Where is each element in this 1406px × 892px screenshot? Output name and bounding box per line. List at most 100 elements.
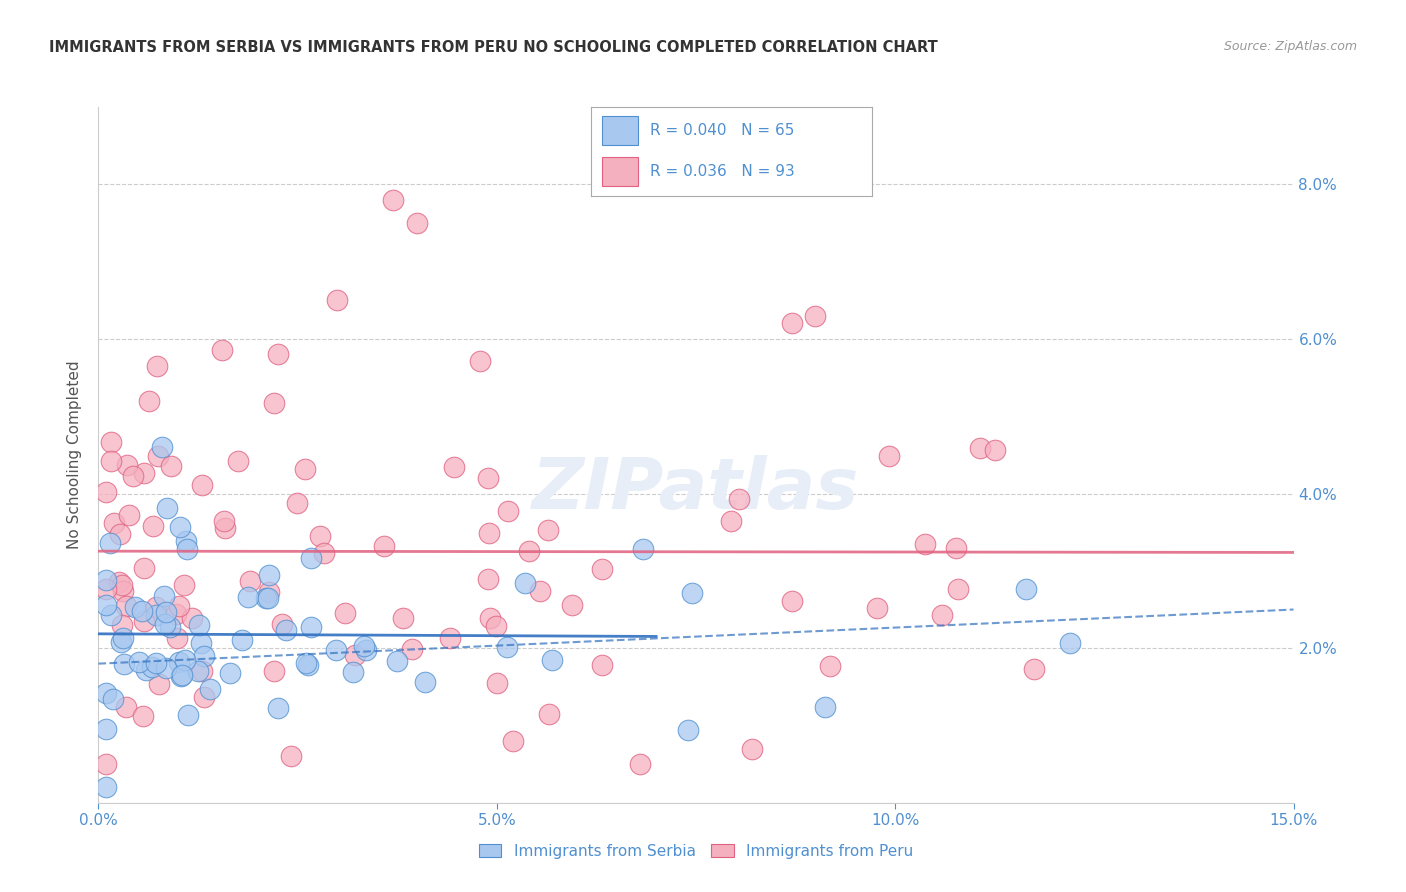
Point: [155, 661, 177, 675]
Point: [276, 623, 298, 637]
Point: [187, 664, 209, 678]
Point: [167, 599, 190, 613]
Point: [108, 526, 131, 541]
Point: [190, 477, 212, 491]
Point: [1022, 662, 1045, 676]
Point: [741, 741, 763, 756]
Point: [866, 601, 889, 615]
Point: [160, 459, 183, 474]
Point: [167, 656, 190, 670]
Point: [540, 653, 562, 667]
Point: [110, 635, 132, 649]
Point: [267, 347, 290, 361]
Point: [373, 539, 395, 553]
Point: [150, 440, 173, 454]
Point: [814, 700, 837, 714]
Point: [478, 526, 501, 541]
Point: [155, 500, 177, 515]
Point: [633, 542, 655, 557]
Point: [112, 657, 135, 671]
Point: [877, 449, 900, 463]
Point: [96, 685, 118, 699]
Point: [96, 573, 118, 587]
Point: [728, 491, 751, 506]
Point: [818, 658, 841, 673]
Text: R = 0.040   N = 65: R = 0.040 N = 65: [650, 123, 794, 137]
Point: [946, 582, 969, 596]
Point: [401, 641, 423, 656]
Point: [382, 193, 405, 207]
Point: [142, 519, 165, 533]
Point: [128, 655, 150, 669]
Point: [177, 708, 200, 723]
Point: [145, 607, 167, 622]
Text: Source: ZipAtlas.com: Source: ZipAtlas.com: [1223, 40, 1357, 54]
Point: [477, 471, 499, 485]
Point: [537, 523, 560, 537]
Point: [592, 657, 614, 672]
Point: [502, 734, 524, 748]
Point: [391, 611, 413, 625]
Point: [96, 484, 118, 499]
Point: [496, 640, 519, 654]
Point: [115, 458, 138, 472]
Point: [228, 454, 250, 468]
Bar: [602, 157, 638, 186]
Point: [188, 617, 211, 632]
Point: [138, 393, 160, 408]
Point: [108, 575, 131, 590]
Point: [173, 578, 195, 592]
Point: [190, 636, 212, 650]
Point: [211, 343, 233, 358]
Point: [270, 617, 292, 632]
Point: [132, 709, 155, 723]
Point: [342, 665, 364, 680]
Point: [169, 520, 191, 534]
Point: [914, 537, 936, 551]
Point: [153, 616, 176, 631]
Point: [285, 496, 308, 510]
Point: [681, 586, 703, 600]
Legend: Immigrants from Serbia, Immigrants from Peru: Immigrants from Serbia, Immigrants from …: [472, 838, 920, 864]
Point: [124, 599, 146, 614]
Bar: [602, 116, 638, 145]
Point: [165, 607, 187, 621]
Point: [174, 653, 197, 667]
Point: [804, 309, 827, 323]
Point: [174, 533, 197, 548]
Point: [122, 468, 145, 483]
Point: [485, 619, 508, 633]
Point: [468, 354, 491, 368]
Point: [200, 681, 222, 696]
Point: [146, 359, 169, 373]
Point: [256, 591, 278, 605]
Point: [131, 604, 153, 618]
Point: [263, 396, 285, 410]
Point: [443, 460, 465, 475]
Point: [325, 643, 347, 657]
Point: [170, 668, 193, 682]
Point: [96, 780, 118, 795]
Point: [561, 598, 583, 612]
Point: [132, 466, 155, 480]
Point: [326, 293, 349, 308]
Point: [114, 599, 136, 613]
Point: [159, 620, 181, 634]
Point: [477, 572, 499, 586]
Point: [413, 674, 436, 689]
Point: [263, 664, 285, 678]
Point: [945, 541, 967, 555]
Point: [280, 748, 302, 763]
Point: [218, 666, 240, 681]
Point: [529, 584, 551, 599]
Point: [193, 648, 215, 663]
Point: [100, 608, 122, 623]
Point: [720, 515, 742, 529]
Point: [297, 658, 319, 673]
Point: [231, 632, 253, 647]
Text: IMMIGRANTS FROM SERBIA VS IMMIGRANTS FROM PERU NO SCHOOLING COMPLETED CORRELATIO: IMMIGRANTS FROM SERBIA VS IMMIGRANTS FRO…: [49, 40, 938, 55]
Point: [153, 589, 176, 603]
Point: [180, 611, 202, 625]
Point: [191, 665, 214, 679]
Point: [333, 606, 356, 620]
